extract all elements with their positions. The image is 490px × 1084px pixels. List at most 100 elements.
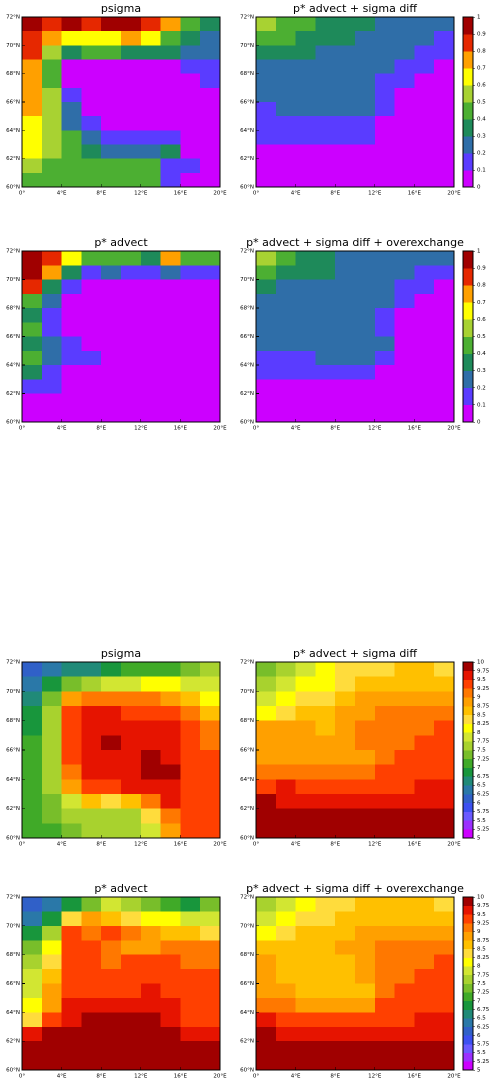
heat-cell [160, 45, 181, 60]
heat-cell [414, 954, 435, 970]
heat-cell [81, 779, 102, 795]
heat-cell [295, 87, 316, 103]
heat-cell [81, 897, 102, 912]
heat-cell [256, 336, 277, 352]
heat-cell [355, 662, 376, 678]
colorbar-swatch [463, 794, 473, 804]
heat-cell [61, 808, 82, 824]
heat-cell [374, 308, 396, 323]
colorbar-swatch [463, 688, 473, 698]
heat-cell [256, 794, 277, 810]
heat-cell [101, 158, 122, 174]
heat-cell [61, 279, 82, 295]
heat-cell [275, 997, 297, 1013]
heat-cell [256, 691, 277, 707]
heat-cell [394, 940, 415, 956]
y-tick-label: 72°N [240, 895, 254, 901]
heat-cell [434, 735, 455, 751]
colorbar-label: 8 [477, 730, 481, 736]
heat-cell [394, 823, 415, 839]
heat-cell [140, 954, 162, 970]
heat-cell [335, 1055, 356, 1071]
heat-cell [394, 1055, 415, 1071]
heat-cell [180, 116, 201, 131]
x-tick-label: 16°E [408, 1074, 422, 1080]
heat-cell [295, 794, 316, 810]
heat-cell [140, 365, 162, 380]
x-tick-label: 16°E [174, 191, 188, 197]
heat-cell [374, 1055, 396, 1071]
colorbar-label: 5.75 [477, 1042, 490, 1048]
heat-cell [81, 969, 102, 984]
heat-cell [374, 954, 396, 970]
heat-cell [374, 691, 396, 707]
heat-cell [140, 720, 162, 736]
heat-cell [414, 794, 435, 810]
heat-cell [81, 116, 102, 131]
heat-cell [22, 954, 43, 970]
heat-cell [81, 911, 102, 927]
colorbar-swatch [463, 697, 473, 707]
colorbar-swatch [463, 922, 473, 932]
heat-cell [275, 31, 297, 46]
heat-cell [160, 911, 181, 927]
heat-cell [434, 293, 455, 309]
y-tick-label: 60°N [6, 1068, 20, 1074]
x-tick-label: 12°E [134, 191, 148, 197]
x-tick-label: 0° [19, 191, 25, 197]
heat-cell [394, 691, 415, 707]
heat-cell [256, 172, 277, 188]
heat-cell [434, 808, 455, 824]
heat-cell [315, 662, 336, 678]
heat-cell [275, 794, 297, 810]
heat-cell [180, 897, 201, 912]
heat-cell [41, 1026, 63, 1042]
heat-cell [434, 779, 455, 795]
heat-cell [41, 1055, 63, 1071]
heat-cell [394, 393, 415, 409]
heat-cell [81, 336, 102, 352]
heat-cell [295, 130, 316, 145]
heat-cell [295, 897, 316, 912]
heat-cell [160, 279, 181, 295]
y-tick-label: 72°N [6, 895, 20, 901]
heat-cell [180, 45, 201, 60]
heat-cell [61, 954, 82, 970]
heat-cell [160, 350, 181, 366]
heat-cell [180, 997, 201, 1013]
heat-cell [275, 265, 297, 280]
heat-cell [101, 779, 122, 795]
heat-cell [160, 794, 181, 810]
heat-cell [121, 365, 142, 380]
heat-cell [394, 925, 415, 941]
heat-cell [335, 251, 356, 266]
heat-cell [81, 1041, 102, 1057]
heat-cell [81, 293, 102, 309]
heat-cell [315, 365, 336, 380]
heat-cell [414, 997, 435, 1013]
colorbar-swatch [463, 1061, 473, 1071]
heat-cell [81, 144, 102, 160]
heat-cell [41, 158, 63, 174]
heat-cell [295, 102, 316, 117]
heat-cell [295, 779, 316, 795]
heat-cell [121, 983, 142, 999]
colorbar-label: 0.7 [477, 66, 486, 72]
heat-cell [315, 308, 336, 323]
heat-cell [256, 45, 277, 60]
heat-cell [41, 940, 63, 956]
heat-cell [394, 350, 415, 366]
heat-cell [61, 1026, 82, 1042]
heat-cell [295, 17, 316, 32]
colorbar-label: 5 [477, 836, 481, 842]
colorbar-label: 0 [477, 420, 481, 426]
heat-cell [434, 1041, 455, 1057]
heat-cell [295, 322, 316, 337]
heat-cell [275, 379, 297, 394]
heat-cell [61, 691, 82, 707]
heat-cell [121, 130, 142, 145]
heat-cell [394, 954, 415, 970]
heat-cell [394, 676, 415, 692]
heat-cell [256, 940, 277, 956]
heat-cell [61, 379, 82, 394]
